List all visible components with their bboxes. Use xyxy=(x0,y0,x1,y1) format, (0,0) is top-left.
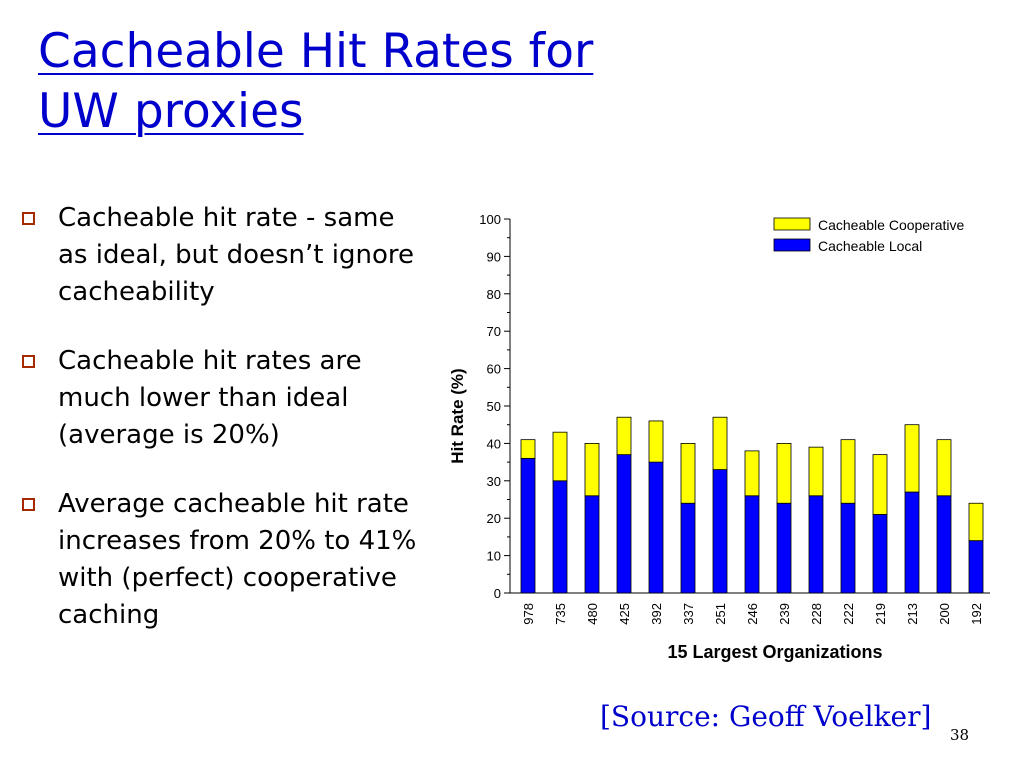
bar-cacheable-local xyxy=(680,502,696,594)
bar-cacheable-cooperative xyxy=(680,442,696,504)
bullet-item: Cacheable hit rate - same as ideal, but … xyxy=(18,200,418,311)
y-tick-label: 30 xyxy=(487,474,501,489)
square-bullet-icon xyxy=(22,498,35,511)
x-tick-label: 219 xyxy=(873,603,888,625)
square-bullet-icon xyxy=(22,355,35,368)
bar-cacheable-cooperative xyxy=(712,416,728,470)
y-tick-label: 10 xyxy=(487,549,501,564)
slide-title-line-1: Cacheable Hit Rates for xyxy=(38,24,594,79)
bar-cacheable-local xyxy=(648,461,664,594)
x-tick-label: 425 xyxy=(617,603,632,625)
bar-cacheable-local xyxy=(744,495,760,594)
bar-cacheable-cooperative xyxy=(904,424,920,493)
y-tick-label: 60 xyxy=(487,362,501,377)
x-tick-label: 480 xyxy=(585,603,600,625)
x-tick-label: 978 xyxy=(521,603,536,625)
bar-cacheable-cooperative xyxy=(808,446,824,497)
x-tick-label: 222 xyxy=(841,603,856,625)
bar-cacheable-local xyxy=(616,454,632,594)
bar-cacheable-cooperative xyxy=(584,442,600,497)
bar-cacheable-cooperative xyxy=(744,450,760,497)
x-tick-label: 337 xyxy=(681,603,696,625)
bullet-list: Cacheable hit rate - same as ideal, but … xyxy=(18,200,418,666)
bar-cacheable-cooperative xyxy=(520,439,536,459)
bullet-text: Cacheable hit rate - same as ideal, but … xyxy=(58,203,414,307)
x-tick-label: 735 xyxy=(553,603,568,625)
x-tick-label: 192 xyxy=(969,603,984,625)
bar-cacheable-local xyxy=(552,480,568,594)
bar-cacheable-local xyxy=(840,502,856,594)
y-tick-label: 90 xyxy=(487,249,501,264)
x-tick-label: 200 xyxy=(937,603,952,625)
y-tick-label: 50 xyxy=(487,399,501,414)
y-tick-label: 80 xyxy=(487,287,501,302)
bar-cacheable-cooperative xyxy=(552,431,568,482)
bullet-text: Average cacheable hit rate increases fro… xyxy=(58,489,417,630)
bar-cacheable-cooperative xyxy=(840,439,856,504)
bar-cacheable-cooperative xyxy=(968,502,984,542)
y-axis-title: Hit Rate (%) xyxy=(448,368,467,463)
legend-swatch xyxy=(773,238,811,252)
bar-cacheable-local xyxy=(808,495,824,594)
page-number: 38 xyxy=(950,726,970,744)
y-tick-label: 20 xyxy=(487,511,501,526)
square-bullet-icon xyxy=(22,212,35,225)
bullet-text: Cacheable hit rates are much lower than … xyxy=(58,346,362,450)
x-tick-label: 239 xyxy=(777,603,792,625)
legend-swatch xyxy=(773,217,811,231)
bar-cacheable-cooperative xyxy=(936,439,952,497)
x-tick-label: 246 xyxy=(745,603,760,625)
bar-cacheable-local xyxy=(776,502,792,594)
hit-rate-chart: 0 10 20 30 40 50 60 70 80 90 100 Hit Rate (%) 978 735… xyxy=(448,212,990,662)
bar-cacheable-cooperative xyxy=(872,454,888,515)
bar-cacheable-local xyxy=(712,469,728,594)
bullet-item: Average cacheable hit rate increases fro… xyxy=(18,486,418,634)
x-tick-label: 251 xyxy=(713,603,728,625)
slide-title: Cacheable Hit Rates for UW proxies xyxy=(38,22,738,142)
bar-cacheable-local xyxy=(584,495,600,594)
bullet-item: Cacheable hit rates are much lower than … xyxy=(18,343,418,454)
bar-cacheable-local xyxy=(936,495,952,594)
bar-cacheable-cooperative xyxy=(648,420,664,463)
legend-label: Cacheable Cooperative xyxy=(818,217,965,233)
y-tick-label: 40 xyxy=(487,436,501,451)
bar-cacheable-cooperative xyxy=(616,416,632,456)
x-tick-label: 213 xyxy=(905,603,920,625)
x-tick-label: 392 xyxy=(649,603,664,625)
y-tick-label: 70 xyxy=(487,324,501,339)
bar-cacheable-cooperative xyxy=(776,442,792,504)
y-tick-label: 0 xyxy=(494,586,501,601)
legend-label: Cacheable Local xyxy=(818,238,922,254)
x-tick-label: 228 xyxy=(809,603,824,625)
y-tick-label: 100 xyxy=(479,212,501,227)
bar-cacheable-local xyxy=(520,457,536,594)
slide-title-line-2: UW proxies xyxy=(38,84,304,139)
bar-cacheable-local xyxy=(904,491,920,594)
source-citation: [Source: Geoff Voelker] xyxy=(600,700,932,733)
bar-cacheable-local xyxy=(872,514,888,594)
bar-cacheable-local xyxy=(968,540,984,594)
x-axis-title: 15 Largest Organizations xyxy=(667,642,882,662)
